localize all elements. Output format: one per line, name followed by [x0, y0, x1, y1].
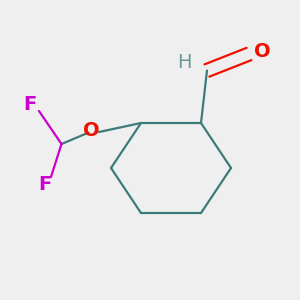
Text: H: H [177, 53, 192, 73]
Text: F: F [23, 95, 37, 114]
Text: O: O [83, 121, 100, 140]
Text: O: O [254, 42, 271, 61]
Text: F: F [38, 175, 52, 194]
